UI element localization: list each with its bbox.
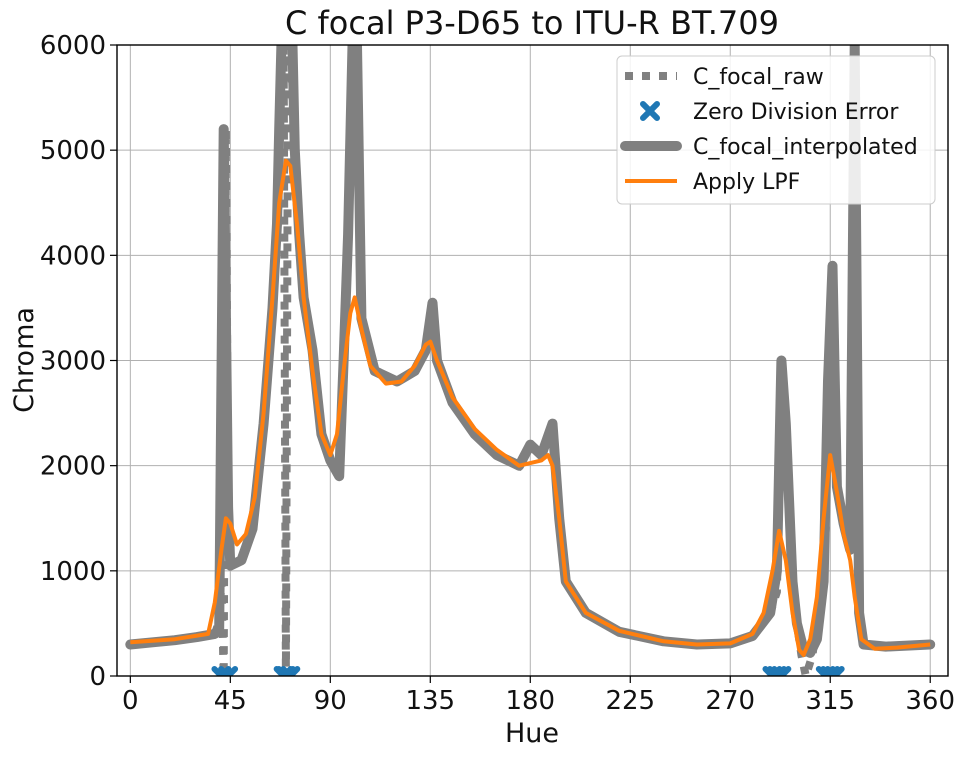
y-tick-label: 4000 bbox=[40, 241, 106, 271]
x-tick-label: 0 bbox=[122, 686, 139, 716]
x-tick-label: 135 bbox=[405, 686, 455, 716]
axis-ticks: 0 45 90 135 180 225 270 315 360 0 1000 2000 3000 4000… bbox=[40, 31, 955, 716]
x-tick-label: 90 bbox=[314, 686, 347, 716]
legend-label: C_focal_interpolated bbox=[693, 135, 918, 160]
chart-title: C focal P3-D65 to ITU-R BT.709 bbox=[285, 4, 779, 42]
x-tick-label: 45 bbox=[214, 686, 247, 716]
zero-division-marker bbox=[820, 666, 841, 676]
y-tick-label: 6000 bbox=[40, 31, 106, 61]
zero-division-marker bbox=[771, 666, 792, 676]
x-tick-label: 180 bbox=[505, 686, 555, 716]
zero-division-marker bbox=[218, 666, 239, 676]
x-tick-label: 315 bbox=[805, 686, 855, 716]
plot-area bbox=[125, 45, 936, 676]
marker-cross bbox=[766, 666, 787, 676]
legend: C_focal_raw Zero Division Error C_focal_in… bbox=[616, 55, 936, 205]
x-tick-label: 270 bbox=[705, 686, 755, 716]
y-tick-label: 1000 bbox=[40, 557, 106, 587]
legend-box bbox=[616, 55, 936, 205]
legend-label: Apply LPF bbox=[693, 170, 800, 195]
y-tick-label: 3000 bbox=[40, 347, 106, 377]
marker-cross bbox=[218, 666, 239, 676]
legend-swatch-marker bbox=[640, 101, 660, 121]
marker-cross bbox=[771, 666, 792, 676]
zero-division-marker bbox=[766, 666, 787, 676]
y-tick-label: 5000 bbox=[40, 136, 106, 166]
marker-cross bbox=[820, 666, 841, 676]
plot-frame bbox=[116, 44, 949, 677]
marker-cross bbox=[275, 666, 296, 676]
legend-label: Zero Division Error bbox=[693, 100, 899, 125]
legend-label: C_focal_raw bbox=[693, 65, 824, 90]
zero-division-marker bbox=[824, 666, 845, 676]
marker-cross bbox=[280, 666, 301, 676]
marker-cross bbox=[824, 666, 845, 676]
x-tick-label: 225 bbox=[605, 686, 655, 716]
y-tick-label: 0 bbox=[89, 662, 106, 692]
y-tick-label: 2000 bbox=[40, 452, 106, 482]
x-axis-label: Hue bbox=[505, 718, 559, 749]
y-axis-label: Chroma bbox=[9, 307, 40, 413]
series-apply-lpf bbox=[130, 158, 931, 657]
zero-division-marker bbox=[280, 666, 301, 676]
x-tick-label: 360 bbox=[905, 686, 955, 716]
zero-division-marker bbox=[275, 666, 296, 676]
